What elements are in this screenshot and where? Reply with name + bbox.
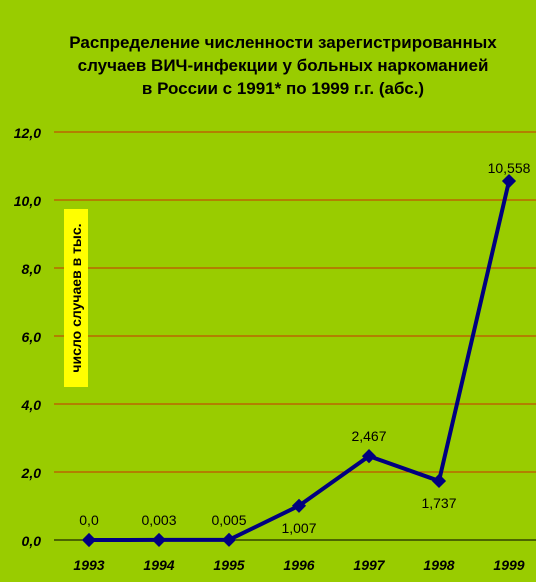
data-point: [501, 173, 517, 189]
chart-title-line-3: в России с 1991* по 1999 г.г. (абс.): [141, 79, 425, 98]
y-tick-label: 6,0: [22, 329, 42, 345]
x-tick-label: 1998: [423, 557, 454, 573]
data-label: 0,005: [211, 512, 246, 528]
series-line: [88, 180, 511, 542]
data-point: [431, 473, 447, 489]
data-label: 2,467: [351, 428, 386, 444]
x-tick-label: 1993: [73, 557, 104, 573]
chart-title: Распределение численности зарегистрирова…: [30, 31, 536, 100]
x-tick-label: 1996: [283, 557, 314, 573]
chart-title-line-1: Распределение численности зарегистрирова…: [69, 33, 497, 52]
x-tick-label: 1997: [353, 557, 385, 573]
y-tick-label: 10,0: [14, 193, 41, 209]
y-tick-label: 0,0: [22, 533, 42, 549]
chart-title-line-2: случаев ВИЧ-инфекции у больных наркомани…: [77, 56, 489, 75]
x-tick-label: 1999: [493, 557, 524, 573]
data-label: 0,0: [79, 512, 99, 528]
y-axis-label: число случаев в тыс.: [68, 223, 84, 373]
data-label: 10,558: [488, 160, 531, 176]
data-point: [221, 532, 237, 547]
y-tick-label: 4,0: [21, 397, 42, 413]
data-point: [291, 498, 307, 513]
data-point: [361, 449, 377, 464]
y-tick-label: 12,0: [14, 125, 41, 141]
x-tick-label: 1994: [143, 557, 174, 573]
x-tick-label: 1995: [213, 557, 244, 573]
data-label: 1,737: [421, 495, 456, 511]
data-label: 0,003: [141, 512, 176, 528]
y-axis-label-box: число случаев в тыс.: [64, 209, 88, 387]
y-tick-label: 2,0: [21, 465, 42, 481]
y-tick-label: 8,0: [22, 261, 42, 277]
data-label: 1,007: [281, 520, 316, 536]
data-point: [151, 532, 167, 547]
data-point: [81, 532, 97, 548]
